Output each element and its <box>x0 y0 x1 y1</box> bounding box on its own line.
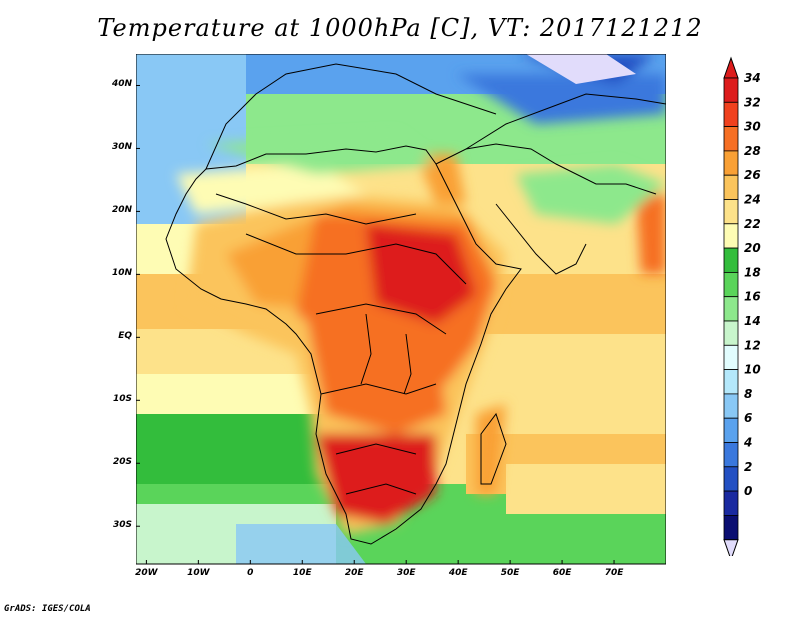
colorbar-level-label: 30 <box>744 120 761 134</box>
colorbar-swatch <box>723 77 739 103</box>
colorbar-swatch <box>723 466 739 492</box>
lon-tick-label: 0 <box>247 568 254 578</box>
latitude-ticks <box>136 84 140 527</box>
lon-tick-label: 10E <box>292 568 312 578</box>
colorbar-level-label: 10 <box>744 363 761 377</box>
lat-tick-label: 10S <box>112 394 132 405</box>
lon-tick-label: 30E <box>396 568 416 578</box>
colorbar-swatch <box>723 369 739 395</box>
colorbar-level-label: 20 <box>744 241 761 255</box>
colorbar-swatch <box>723 490 739 516</box>
map-title: Temperature at 1000hPa [C], VT: 20171212… <box>97 14 703 42</box>
lat-tick-label: 30N <box>111 142 132 153</box>
colorbar-swatch <box>723 344 739 370</box>
colorbar-level-label: 0 <box>744 484 752 498</box>
colorbar-swatch <box>723 442 739 468</box>
colorbar-level-label: 28 <box>744 144 761 158</box>
colorbar-level-label: 12 <box>744 338 761 352</box>
colorbar-level-label: 8 <box>744 387 752 401</box>
colorbar-swatch <box>723 223 739 249</box>
colorbar-swatch <box>723 174 739 200</box>
longitude-ticks <box>145 560 615 564</box>
lon-tick-label: 10W <box>187 568 210 578</box>
colorbar-swatch <box>723 417 739 443</box>
colorbar-level-label: 24 <box>744 193 761 207</box>
colorbar-level-label: 2 <box>744 460 752 474</box>
colorbar-top-arrow <box>723 56 739 79</box>
lat-tick-label: 30S <box>112 520 132 531</box>
colorbar-level-label: 14 <box>744 314 761 328</box>
lat-tick-label: 10N <box>111 268 132 279</box>
colorbar-swatch <box>723 393 739 419</box>
colorbar-level-label: 18 <box>744 265 761 279</box>
colorbar-level-label: 32 <box>744 95 761 109</box>
temperature-field <box>136 54 666 564</box>
colorbar-boxes <box>723 56 739 556</box>
colorbar-level-label: 16 <box>744 290 761 304</box>
lon-tick-label: 60E <box>552 568 572 578</box>
lon-tick-label: 40E <box>448 568 468 578</box>
colorbar-swatch <box>723 320 739 346</box>
lat-tick-label: 20S <box>112 457 132 468</box>
colorbar-swatch <box>723 296 739 322</box>
temperature-map <box>136 54 666 565</box>
colorbar-level-label: 26 <box>744 168 761 182</box>
colorbar-swatch <box>723 101 739 127</box>
colorbar-swatch <box>723 271 739 298</box>
colorbar-bottom-arrow <box>723 539 739 556</box>
colorbar-swatch <box>723 199 739 225</box>
grads-credit: GrADS: IGES/COLA <box>4 604 91 614</box>
lon-tick-label: 20E <box>344 568 364 578</box>
colorbar-level-label: 4 <box>743 436 752 450</box>
lon-tick-label: 70E <box>604 568 624 578</box>
lat-tick-label: 40N <box>111 79 132 90</box>
lon-tick-label: 20W <box>135 568 158 578</box>
colorbar-level-label: 6 <box>744 411 752 425</box>
lat-tick-label: 20N <box>111 205 132 216</box>
colorbar-swatch <box>723 514 739 541</box>
lon-tick-label: 50E <box>500 568 520 578</box>
colorbar-swatch <box>723 247 739 273</box>
colorbar-level-label: 34 <box>744 71 761 85</box>
colorbar-level-label: 22 <box>744 217 761 231</box>
colorbar-swatch <box>723 126 739 152</box>
lat-tick-label: EQ <box>118 331 132 342</box>
colorbar-swatch <box>723 150 739 176</box>
